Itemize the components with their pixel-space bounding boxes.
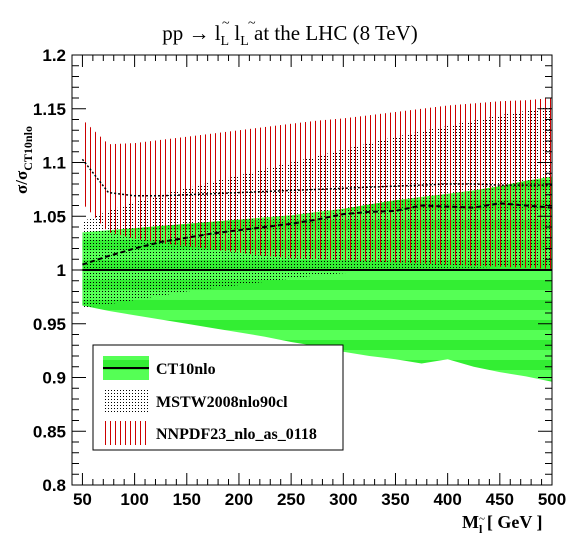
x-tick-label: 100 <box>120 490 148 509</box>
x-tick-label: 150 <box>173 490 201 509</box>
y-tick-label: 0.9 <box>42 369 66 388</box>
x-tick-label: 450 <box>486 490 514 509</box>
x-tick-label: 300 <box>329 490 357 509</box>
x-tick-label: 250 <box>277 490 305 509</box>
legend: CT10nlo MSTW2008nlo90cl NNPDF23_nlo_as_011… <box>92 344 344 451</box>
legend-swatch-mstw <box>103 389 149 413</box>
svg-text:~: ~ <box>479 513 485 525</box>
tilde-mark: ~ <box>222 16 230 31</box>
y-tick-label: 1.2 <box>42 46 66 65</box>
x-tick-label: 400 <box>433 490 461 509</box>
y-tick-label: 1.15 <box>33 100 66 119</box>
svg-text:σ/σCT10nlo: σ/σCT10nlo <box>12 126 35 194</box>
axis-tick-labels: 50 100 150 200 250 300 350 400 450 500 0.8 0.85 0.9 0… <box>33 46 566 509</box>
x-tick-label: 500 <box>538 490 566 509</box>
tilde-mark: ~ <box>248 16 256 31</box>
central-lines <box>81 158 552 271</box>
y-tick-label: 0.8 <box>42 476 66 495</box>
legend-swatch-nnpdf <box>103 421 149 445</box>
y-tick-label: 0.95 <box>33 315 66 334</box>
y-tick-label: 1 <box>57 261 66 280</box>
legend-label: NNPDF23_nlo_as_0118 <box>156 426 317 443</box>
bands <box>82 98 552 382</box>
legend-label: CT10nlo <box>156 361 216 378</box>
nnpdf-band <box>82 98 552 269</box>
x-tick-label: 50 <box>73 490 92 509</box>
chart-title: pp → lL lL at the LHC (8 TeV) <box>162 21 418 49</box>
y-axis-label: σ/σCT10nlo <box>12 126 35 194</box>
x-tick-label: 200 <box>225 490 253 509</box>
x-tick-label: 350 <box>381 490 409 509</box>
y-tick-label: 0.85 <box>33 422 66 441</box>
y-tick-label: 1.1 <box>42 154 66 173</box>
x-axis-label: Ml [ GeV ] ~ <box>462 512 543 536</box>
svg-text:Ml [ GeV ]: Ml [ GeV ] <box>462 512 543 536</box>
axis-ticks <box>71 54 553 486</box>
mstw-central-line <box>82 202 552 266</box>
y-tick-label: 1.05 <box>33 207 66 226</box>
legend-label: MSTW2008nlo90cl <box>156 394 288 411</box>
